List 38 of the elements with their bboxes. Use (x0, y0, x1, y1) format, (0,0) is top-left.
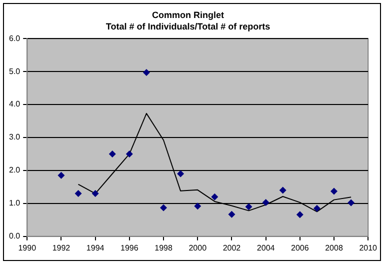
point (296, 211, 304, 218)
point (313, 204, 320, 212)
y-tick-label: 0.0 (8, 232, 21, 241)
point (160, 204, 168, 212)
x-tick-label: 2002 (222, 243, 242, 252)
x-tick-label: 1994 (86, 243, 105, 252)
point (126, 150, 133, 158)
point (58, 172, 65, 179)
chart-title: Common Ringlet (152, 10, 224, 20)
point (262, 198, 270, 206)
y-tick-label: 4.0 (8, 100, 21, 109)
point (92, 190, 99, 198)
x-tick-label: 2006 (291, 243, 310, 252)
point (245, 203, 252, 210)
y-tick-label: 1.0 (8, 198, 21, 208)
y-tick-label: 5.0 (8, 66, 21, 76)
y-tick-label: 2.0 (8, 166, 21, 175)
point (142, 69, 150, 76)
point (330, 188, 338, 195)
x-tick-label: 1998 (154, 243, 173, 252)
point (211, 193, 218, 200)
point (177, 170, 184, 178)
x-tick-label: 2008 (325, 243, 344, 252)
x-tick-label: 2004 (256, 243, 276, 252)
point (348, 199, 355, 206)
x-tick-label: 2010 (359, 243, 378, 252)
point (228, 210, 236, 218)
chart-subtitle: Total # of Individuals/Total # of reports (106, 22, 270, 32)
y-tick-label: 6.0 (8, 34, 21, 43)
point (108, 150, 116, 158)
x-tick-label: 1996 (120, 243, 139, 252)
y-tick-label: 3.0 (8, 132, 21, 142)
point (279, 186, 286, 194)
x-tick-label: 1992 (52, 243, 71, 252)
point (194, 202, 202, 210)
x-tick-label: 2000 (188, 243, 208, 252)
x-tick-label: 1990 (18, 243, 37, 252)
point (74, 190, 82, 198)
